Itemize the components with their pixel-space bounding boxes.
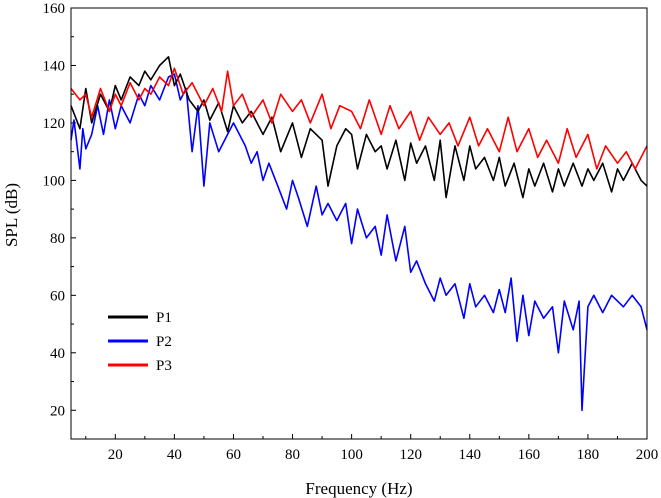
series-layer xyxy=(70,55,648,412)
x-tick-label: 80 xyxy=(285,447,300,463)
y-tick-label: 80 xyxy=(50,231,65,247)
series-line-p1 xyxy=(70,55,648,199)
x-tick-label: 120 xyxy=(399,447,422,463)
x-tick-label: 140 xyxy=(459,447,482,463)
x-tick-label: 180 xyxy=(577,447,600,463)
x-tick-label: 40 xyxy=(167,447,182,463)
y-tick-labels: 20 40 60 80 100 120 140 160 xyxy=(43,1,66,419)
x-tick-label: 20 xyxy=(108,447,123,463)
y-tick-label: 120 xyxy=(43,116,66,132)
x-tick-label: 60 xyxy=(226,447,241,463)
x-tick-label: 100 xyxy=(340,447,363,463)
legend: P1 P2 P3 xyxy=(108,310,172,374)
series-line-p3 xyxy=(70,67,648,170)
legend-label-p3: P3 xyxy=(156,358,172,374)
plot-frame xyxy=(70,7,648,440)
y-tick-label: 60 xyxy=(50,288,65,304)
x-tick-label: 160 xyxy=(518,447,541,463)
series-line-p2 xyxy=(70,73,648,412)
legend-label-p1: P1 xyxy=(156,310,172,326)
y-tick-label: 20 xyxy=(50,403,65,419)
y-tick-label: 160 xyxy=(43,1,66,17)
y-axis-title: SPL (dB) xyxy=(2,183,21,247)
x-tick-labels: 20 40 60 80 100 120 140 160 180 200 xyxy=(108,447,658,463)
legend-label-p2: P2 xyxy=(156,334,172,350)
y-tick-label: 100 xyxy=(43,173,66,189)
y-tick-label: 140 xyxy=(43,58,66,74)
x-tick-label: 200 xyxy=(636,447,659,463)
axis-ticks xyxy=(71,7,648,439)
y-tick-label: 40 xyxy=(50,346,65,362)
x-axis-title: Frequency (Hz) xyxy=(305,479,412,498)
